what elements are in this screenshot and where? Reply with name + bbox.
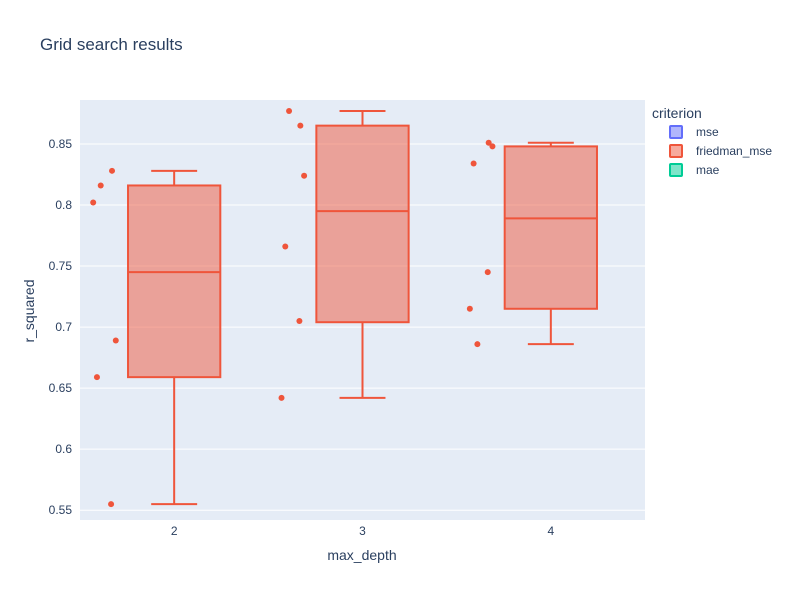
legend-item-friedman-mse[interactable]: friedman_mse — [669, 144, 772, 158]
legend-label-mse: mse — [696, 125, 719, 139]
data-point — [301, 172, 308, 179]
y-tick-label: 0.75 — [49, 259, 73, 273]
data-point — [112, 337, 119, 344]
data-point — [97, 182, 104, 189]
data-point — [466, 305, 473, 312]
x-tick-label: 3 — [359, 524, 366, 538]
x-tick-label: 2 — [171, 524, 178, 538]
x-tick-label: 4 — [547, 524, 554, 538]
legend-swatch-friedman-mse — [669, 144, 683, 158]
y-tick-label: 0.65 — [49, 381, 73, 395]
box-iqr — [127, 184, 222, 379]
y-tick-label: 0.7 — [55, 320, 72, 334]
data-point — [93, 374, 100, 381]
data-point — [470, 160, 477, 167]
chart-title: Grid search results — [40, 35, 183, 54]
box-iqr — [503, 145, 598, 310]
legend: criterion mse friedman_mse mae — [652, 105, 772, 177]
data-layer — [90, 107, 598, 508]
tick-labels: 0.55 0.6 0.65 0.7 0.75 0.8 0.85 2 3 4 — [49, 137, 555, 538]
y-axis-title: r_squared — [21, 279, 37, 342]
data-point — [297, 122, 304, 129]
y-tick-label: 0.6 — [55, 442, 72, 456]
data-point — [296, 317, 303, 324]
data-point — [90, 199, 97, 206]
y-tick-label: 0.8 — [55, 198, 72, 212]
legend-swatch-mae — [669, 163, 683, 177]
box-group-2 — [90, 167, 222, 508]
legend-title: criterion — [652, 105, 702, 121]
x-axis-title: max_depth — [327, 547, 396, 563]
data-point — [108, 501, 115, 508]
y-tick-label: 0.55 — [49, 503, 73, 517]
box-iqr — [315, 124, 410, 324]
data-point — [286, 107, 293, 114]
legend-label-mae: mae — [696, 163, 720, 177]
data-point — [109, 167, 116, 174]
legend-swatch-mse — [669, 125, 683, 139]
box-group-3 — [278, 107, 410, 401]
box-group-4 — [466, 139, 598, 348]
data-point — [278, 394, 285, 401]
data-point — [484, 269, 491, 276]
data-point — [474, 341, 481, 348]
data-point — [485, 139, 492, 146]
data-point — [489, 143, 496, 150]
y-tick-label: 0.85 — [49, 137, 73, 151]
data-point — [282, 243, 289, 250]
legend-label-friedman-mse: friedman_mse — [696, 144, 772, 158]
legend-item-mae[interactable]: mae — [669, 163, 720, 177]
legend-item-mse[interactable]: mse — [669, 125, 719, 139]
